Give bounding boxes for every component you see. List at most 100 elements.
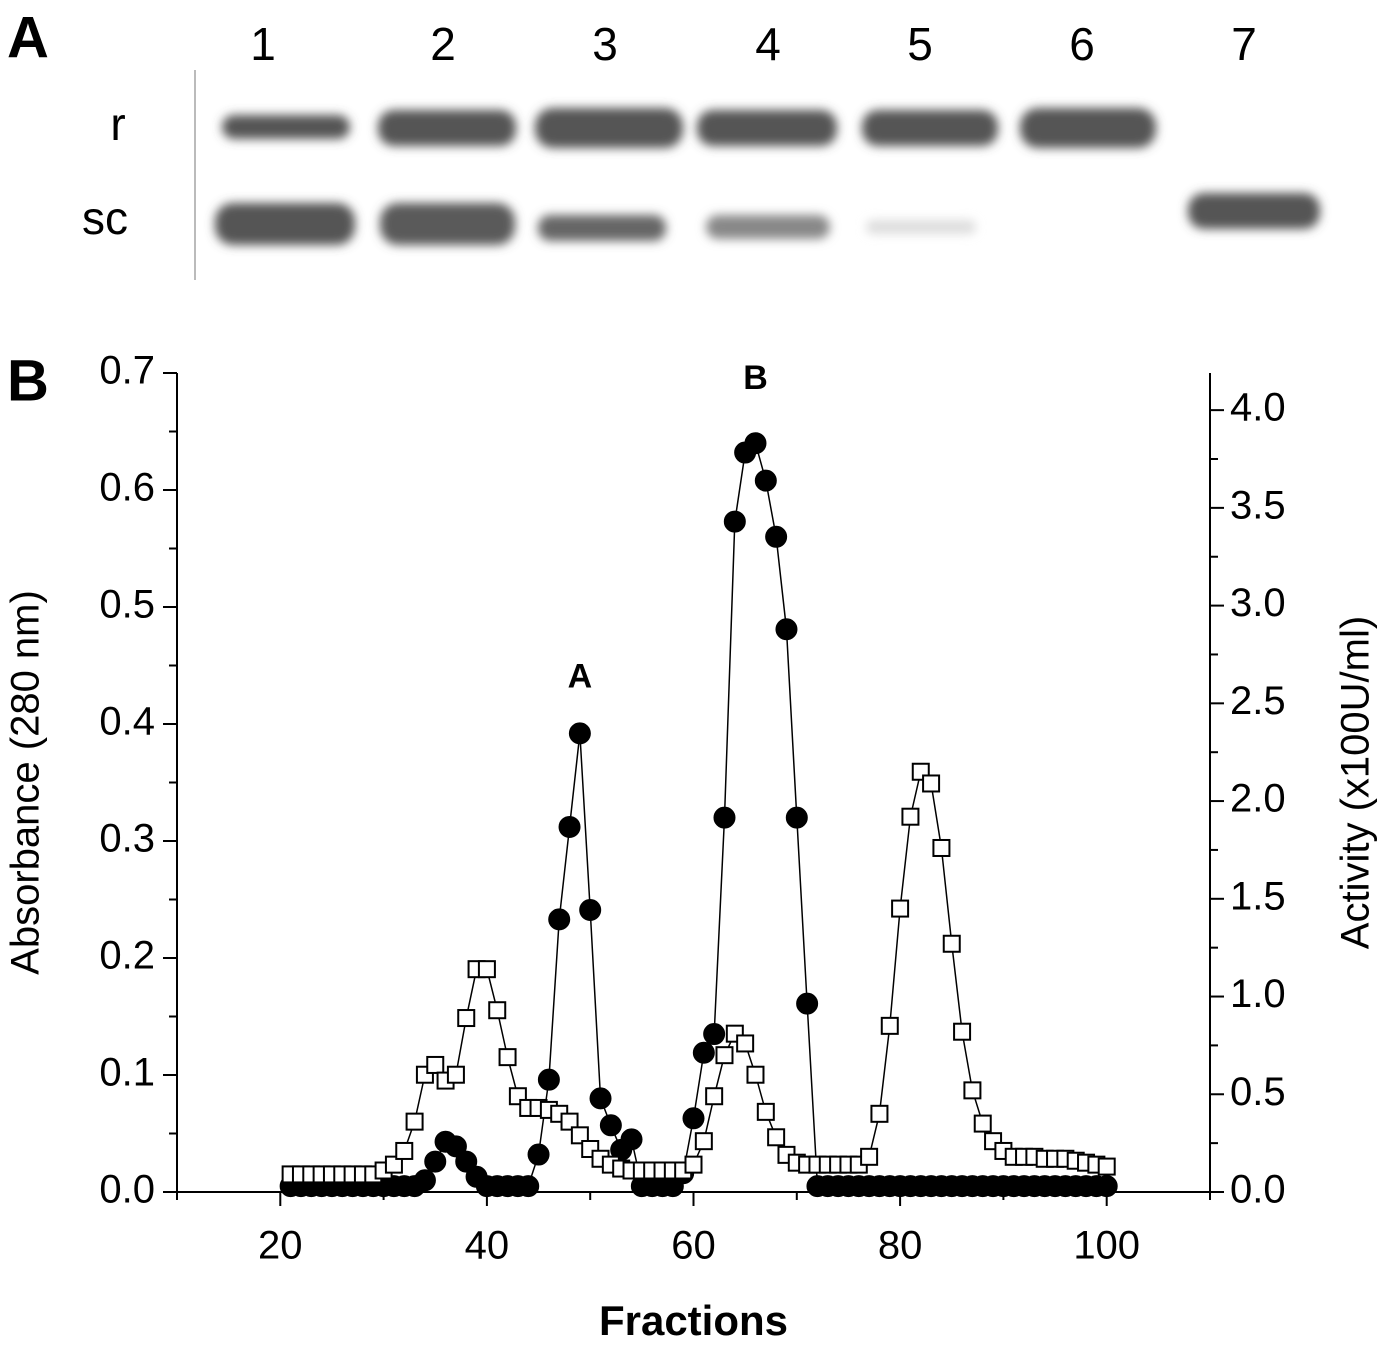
y-tick-label: 0.1: [99, 1051, 155, 1095]
row-label: r: [110, 98, 125, 150]
point: [932, 838, 951, 857]
point: [756, 1102, 775, 1121]
point: [744, 432, 767, 455]
band: [378, 110, 516, 146]
point: [963, 1081, 982, 1100]
point: [537, 1068, 560, 1091]
y2-tick-label: 3.5: [1230, 483, 1286, 527]
point: [785, 806, 808, 829]
y-tick-label: 0.5: [99, 583, 155, 627]
point: [548, 908, 571, 931]
point: [620, 1128, 643, 1151]
point: [684, 1155, 703, 1174]
point: [413, 1169, 436, 1192]
band: [697, 110, 837, 146]
annotation: A: [568, 657, 593, 695]
point: [713, 806, 736, 829]
point: [942, 934, 961, 953]
point: [736, 1034, 755, 1053]
lane-label: 5: [907, 18, 933, 70]
y-tick-label: 0.2: [99, 934, 155, 978]
point: [767, 1128, 786, 1147]
point: [765, 525, 788, 548]
point: [746, 1065, 765, 1084]
point: [599, 1114, 622, 1137]
chart: B 20 40 60 80 100 0.0 0.1 0.2 0.3 0.4 0.5 0.6 0.7 0.0…: [4, 348, 1378, 1344]
point: [775, 618, 798, 641]
lane-label: 7: [1231, 18, 1257, 70]
y-axis-label: Absorbance (280 nm): [4, 590, 48, 975]
band: [866, 220, 976, 234]
point: [880, 1016, 899, 1035]
point: [723, 510, 746, 533]
x-tick-label: 40: [465, 1224, 510, 1268]
point: [694, 1132, 713, 1151]
band: [1188, 193, 1320, 229]
band: [222, 115, 350, 139]
y2-tick-label: 2.0: [1230, 777, 1286, 821]
band: [535, 108, 683, 148]
point: [1095, 1175, 1118, 1198]
point: [527, 1143, 550, 1166]
panel-label: A: [7, 5, 49, 70]
gel: A r sc: [7, 5, 1320, 280]
point: [705, 1087, 724, 1106]
band: [706, 215, 830, 239]
point: [446, 1065, 465, 1084]
y-tick-label: 0.7: [99, 349, 155, 393]
point: [488, 1001, 507, 1020]
panel-label: B: [7, 348, 49, 413]
point: [568, 722, 591, 745]
y2-tick-label: 0.0: [1230, 1168, 1286, 1212]
y2-tick-label: 1.0: [1230, 972, 1286, 1016]
point: [754, 469, 777, 492]
lane-label: 2: [430, 18, 456, 70]
y2-tick-label: 4.0: [1230, 386, 1286, 430]
y2-axis-label: Activity (x100U/ml): [1334, 616, 1378, 949]
point: [589, 1087, 612, 1110]
y-tick-label: 0.3: [99, 817, 155, 861]
point: [973, 1114, 992, 1133]
point: [953, 1022, 972, 1041]
y-tick-label: 0.0: [99, 1168, 155, 1212]
y-tick-label: 0.6: [99, 466, 155, 510]
row-label: sc: [82, 192, 128, 244]
point: [692, 1041, 715, 1064]
lane-label: 4: [755, 18, 781, 70]
x-axis-label: Fractions: [599, 1297, 788, 1344]
point: [560, 1112, 579, 1131]
point: [405, 1112, 424, 1131]
y2-tick-label: 0.5: [1230, 1070, 1286, 1114]
point: [477, 960, 496, 979]
point: [444, 1135, 467, 1158]
x-tick-label: 60: [671, 1224, 716, 1268]
point: [424, 1150, 447, 1173]
point: [558, 815, 581, 838]
gel-bands: [215, 108, 1320, 245]
point: [455, 1150, 478, 1173]
point: [395, 1141, 414, 1160]
lane-label: 3: [592, 18, 618, 70]
point: [570, 1126, 589, 1145]
x-tick-label: 20: [258, 1224, 303, 1268]
band: [862, 110, 998, 146]
band: [538, 215, 666, 241]
point: [457, 1009, 476, 1028]
band: [1020, 108, 1156, 148]
y2-tick-label: 1.5: [1230, 874, 1286, 918]
point: [796, 992, 819, 1015]
point: [715, 1046, 734, 1065]
y2-tick-label: 2.5: [1230, 679, 1286, 723]
lane-label: 6: [1069, 18, 1095, 70]
band: [380, 203, 515, 245]
point: [901, 807, 920, 826]
annotation: B: [743, 359, 768, 397]
point: [682, 1107, 705, 1130]
point: [384, 1155, 403, 1174]
point: [891, 899, 910, 918]
point: [870, 1104, 889, 1123]
lane-label: 1: [250, 18, 276, 70]
series-line: [290, 441, 1107, 1187]
point: [426, 1055, 445, 1074]
